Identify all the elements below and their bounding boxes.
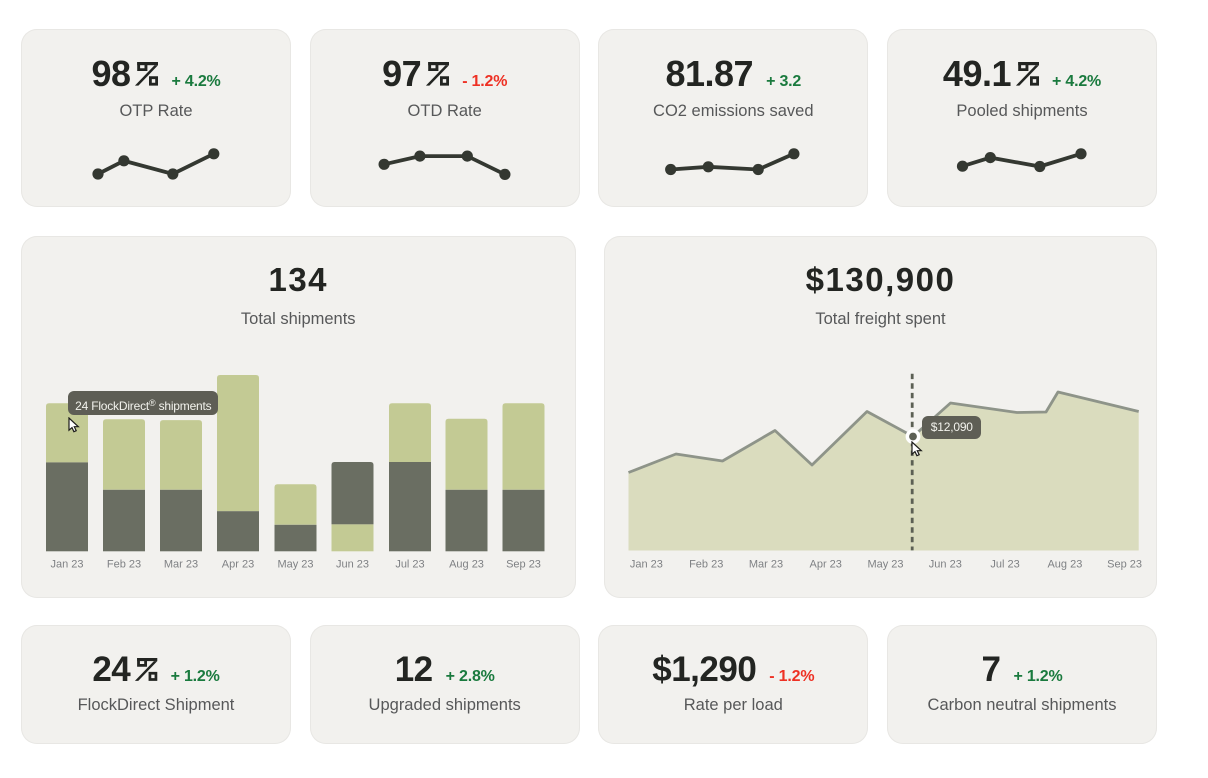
svg-text:Mar 23: Mar 23 [164, 559, 198, 571]
svg-text:Feb 23: Feb 23 [107, 559, 141, 571]
svg-text:Apr 23: Apr 23 [222, 559, 254, 571]
svg-text:Jan 23: Jan 23 [50, 559, 83, 571]
svg-text:Mar 23: Mar 23 [749, 559, 783, 571]
svg-text:Jun 23: Jun 23 [336, 559, 369, 571]
svg-text:May 23: May 23 [867, 559, 903, 571]
svg-text:Aug 23: Aug 23 [1047, 559, 1082, 571]
svg-text:Jan 23: Jan 23 [630, 559, 663, 571]
svg-text:Sep 23: Sep 23 [1107, 559, 1142, 571]
svg-text:Jul 23: Jul 23 [990, 559, 1019, 571]
svg-text:Apr 23: Apr 23 [809, 559, 841, 571]
svg-text:Feb 23: Feb 23 [689, 559, 723, 571]
svg-text:Jul 23: Jul 23 [395, 559, 424, 571]
svg-text:Aug 23: Aug 23 [449, 559, 484, 571]
svg-text:May 23: May 23 [277, 559, 313, 571]
svg-text:Jun 23: Jun 23 [929, 559, 962, 571]
svg-text:Sep 23: Sep 23 [506, 559, 541, 571]
